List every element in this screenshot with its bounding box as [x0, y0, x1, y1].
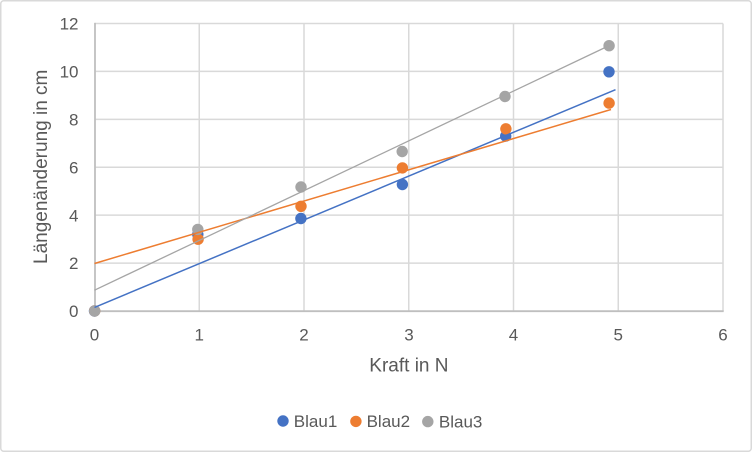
svg-text:8: 8: [69, 110, 78, 129]
svg-text:2: 2: [299, 326, 308, 345]
svg-text:Blau1: Blau1: [294, 412, 337, 431]
svg-text:Längenänderung in cm: Längenänderung in cm: [31, 70, 52, 264]
svg-text:Kraft in N: Kraft in N: [369, 356, 448, 377]
svg-text:Blau3: Blau3: [439, 412, 482, 431]
svg-text:Blau2: Blau2: [367, 412, 410, 431]
svg-text:4: 4: [509, 326, 518, 345]
svg-text:10: 10: [60, 63, 79, 82]
svg-text:6: 6: [69, 158, 78, 177]
svg-text:2: 2: [69, 254, 78, 273]
svg-text:1: 1: [195, 326, 204, 345]
svg-text:6: 6: [718, 326, 727, 345]
svg-text:0: 0: [90, 326, 99, 345]
svg-text:5: 5: [614, 326, 623, 345]
svg-text:12: 12: [60, 15, 79, 34]
svg-text:4: 4: [69, 206, 78, 225]
svg-text:3: 3: [404, 326, 413, 345]
svg-text:0: 0: [69, 302, 78, 321]
